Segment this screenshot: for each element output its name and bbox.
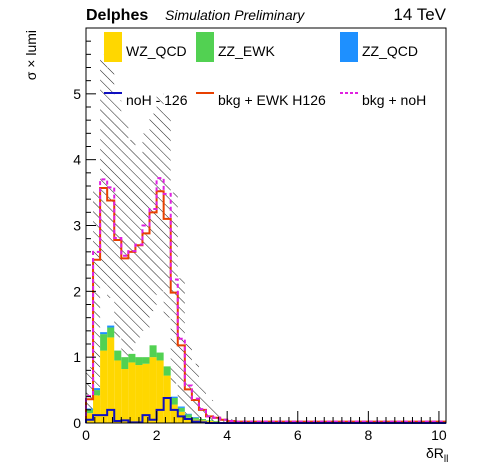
subtitle-label: Simulation Preliminary bbox=[165, 7, 305, 23]
uncertainty-bin bbox=[107, 68, 114, 298]
zz-ewk-bar bbox=[107, 328, 114, 338]
wz-qcd-bar bbox=[157, 360, 164, 423]
legend-item-bkg-noh: bkg + noH bbox=[340, 92, 426, 108]
zz-ewk-bar bbox=[192, 418, 199, 420]
zz-ewk-bar bbox=[135, 357, 142, 365]
zz-ewk-bar bbox=[164, 366, 171, 375]
zz-qcd-bar bbox=[107, 326, 114, 328]
legend-item-zz-qcd: ZZ_QCD bbox=[340, 32, 418, 62]
zz-ewk-bar bbox=[171, 398, 178, 405]
uncertainty-bin bbox=[192, 364, 199, 423]
legend-swatch bbox=[104, 32, 122, 62]
wz-qcd-bar bbox=[100, 351, 107, 423]
legend-label: bkg + EWK H126 bbox=[218, 92, 326, 108]
zz-qcd-bar bbox=[100, 332, 107, 334]
legend-label: bkg + noH bbox=[362, 92, 426, 108]
y-tick-label: 3 bbox=[73, 218, 81, 234]
zz-qcd-bar bbox=[171, 397, 178, 398]
zz-ewk-bar bbox=[128, 354, 135, 363]
legend-label: noH - 126 bbox=[126, 92, 188, 108]
uncertainty-bin bbox=[128, 140, 135, 351]
legend-item-wz-qcd: WZ_QCD bbox=[104, 32, 187, 62]
wz-qcd-bar bbox=[128, 362, 135, 423]
uncertainty-bin bbox=[142, 133, 149, 330]
uncertainty-bin bbox=[100, 54, 107, 284]
zz-qcd-bar bbox=[192, 417, 199, 418]
legend-label: WZ_QCD bbox=[126, 43, 187, 59]
x-tick-label: 6 bbox=[294, 427, 302, 443]
zz-ewk-bar bbox=[213, 421, 220, 422]
zz-ewk-bar bbox=[114, 351, 121, 361]
zz-ewk-bar bbox=[93, 390, 100, 395]
y-tick-label: 2 bbox=[73, 283, 81, 299]
zz-ewk-bar bbox=[178, 408, 185, 412]
wz-qcd-bar bbox=[150, 357, 157, 423]
y-axis-title: σ × lumi bbox=[23, 30, 39, 80]
zz-qcd-bar bbox=[185, 414, 192, 415]
zz-qcd-bar bbox=[178, 407, 185, 408]
zz-ewk-bar bbox=[142, 357, 149, 364]
uncertainty-bin bbox=[93, 189, 100, 423]
zz-ewk-bar bbox=[199, 419, 206, 420]
legend-item-zz-ewk: ZZ_EWK bbox=[196, 32, 275, 62]
y-tick-label: 0 bbox=[73, 415, 81, 431]
uncertainty-bin bbox=[213, 409, 220, 423]
x-axis-title: δRll bbox=[426, 445, 448, 465]
legend-label: ZZ_QCD bbox=[362, 43, 418, 59]
x-tick-label: 8 bbox=[364, 427, 372, 443]
energy-label: 14 TeV bbox=[393, 5, 446, 24]
y-tick-label: 4 bbox=[73, 152, 81, 168]
wz-qcd-bar bbox=[164, 376, 171, 423]
legend-label: ZZ_EWK bbox=[218, 43, 275, 59]
uncertainty-bin bbox=[164, 114, 171, 318]
wz-qcd-bar bbox=[86, 413, 93, 423]
uncertainty-bin bbox=[157, 94, 164, 292]
uncertainty-bin bbox=[185, 344, 192, 416]
brand-label: Delphes bbox=[86, 7, 148, 24]
legend-swatch bbox=[196, 32, 214, 62]
uncertainty-bin bbox=[171, 193, 178, 384]
x-tick-label: 4 bbox=[223, 427, 231, 443]
x-tick-label: 0 bbox=[82, 427, 90, 443]
stacked-backgrounds bbox=[86, 326, 446, 423]
legend: WZ_QCD ZZ_EWK ZZ_QCD noH - 126 bkg + EWK H12… bbox=[104, 32, 426, 108]
x-tick-label: 10 bbox=[431, 427, 447, 443]
wz-qcd-bar bbox=[121, 369, 128, 423]
uncertainty-bin bbox=[114, 100, 121, 337]
wz-qcd-bar bbox=[135, 365, 142, 423]
legend-swatch bbox=[340, 32, 358, 62]
zz-qcd-bar bbox=[93, 388, 100, 390]
zz-ewk-bar bbox=[121, 357, 128, 369]
uncertainty-bin bbox=[121, 120, 128, 357]
uncertainty-bin bbox=[199, 387, 206, 423]
x-tick-label: 2 bbox=[153, 427, 161, 443]
y-tick-label: 1 bbox=[73, 349, 81, 365]
uncertainty-bin bbox=[178, 278, 185, 403]
zz-ewk-bar bbox=[100, 334, 107, 350]
zz-ewk-bar bbox=[185, 414, 192, 417]
wz-qcd-bar bbox=[93, 395, 100, 423]
zz-ewk-bar bbox=[157, 353, 164, 361]
zz-ewk-bar bbox=[150, 345, 157, 357]
y-tick-label: 5 bbox=[73, 86, 81, 102]
wz-qcd-bar bbox=[114, 360, 121, 423]
legend-item-bkg-ewk: bkg + EWK H126 bbox=[196, 92, 326, 108]
